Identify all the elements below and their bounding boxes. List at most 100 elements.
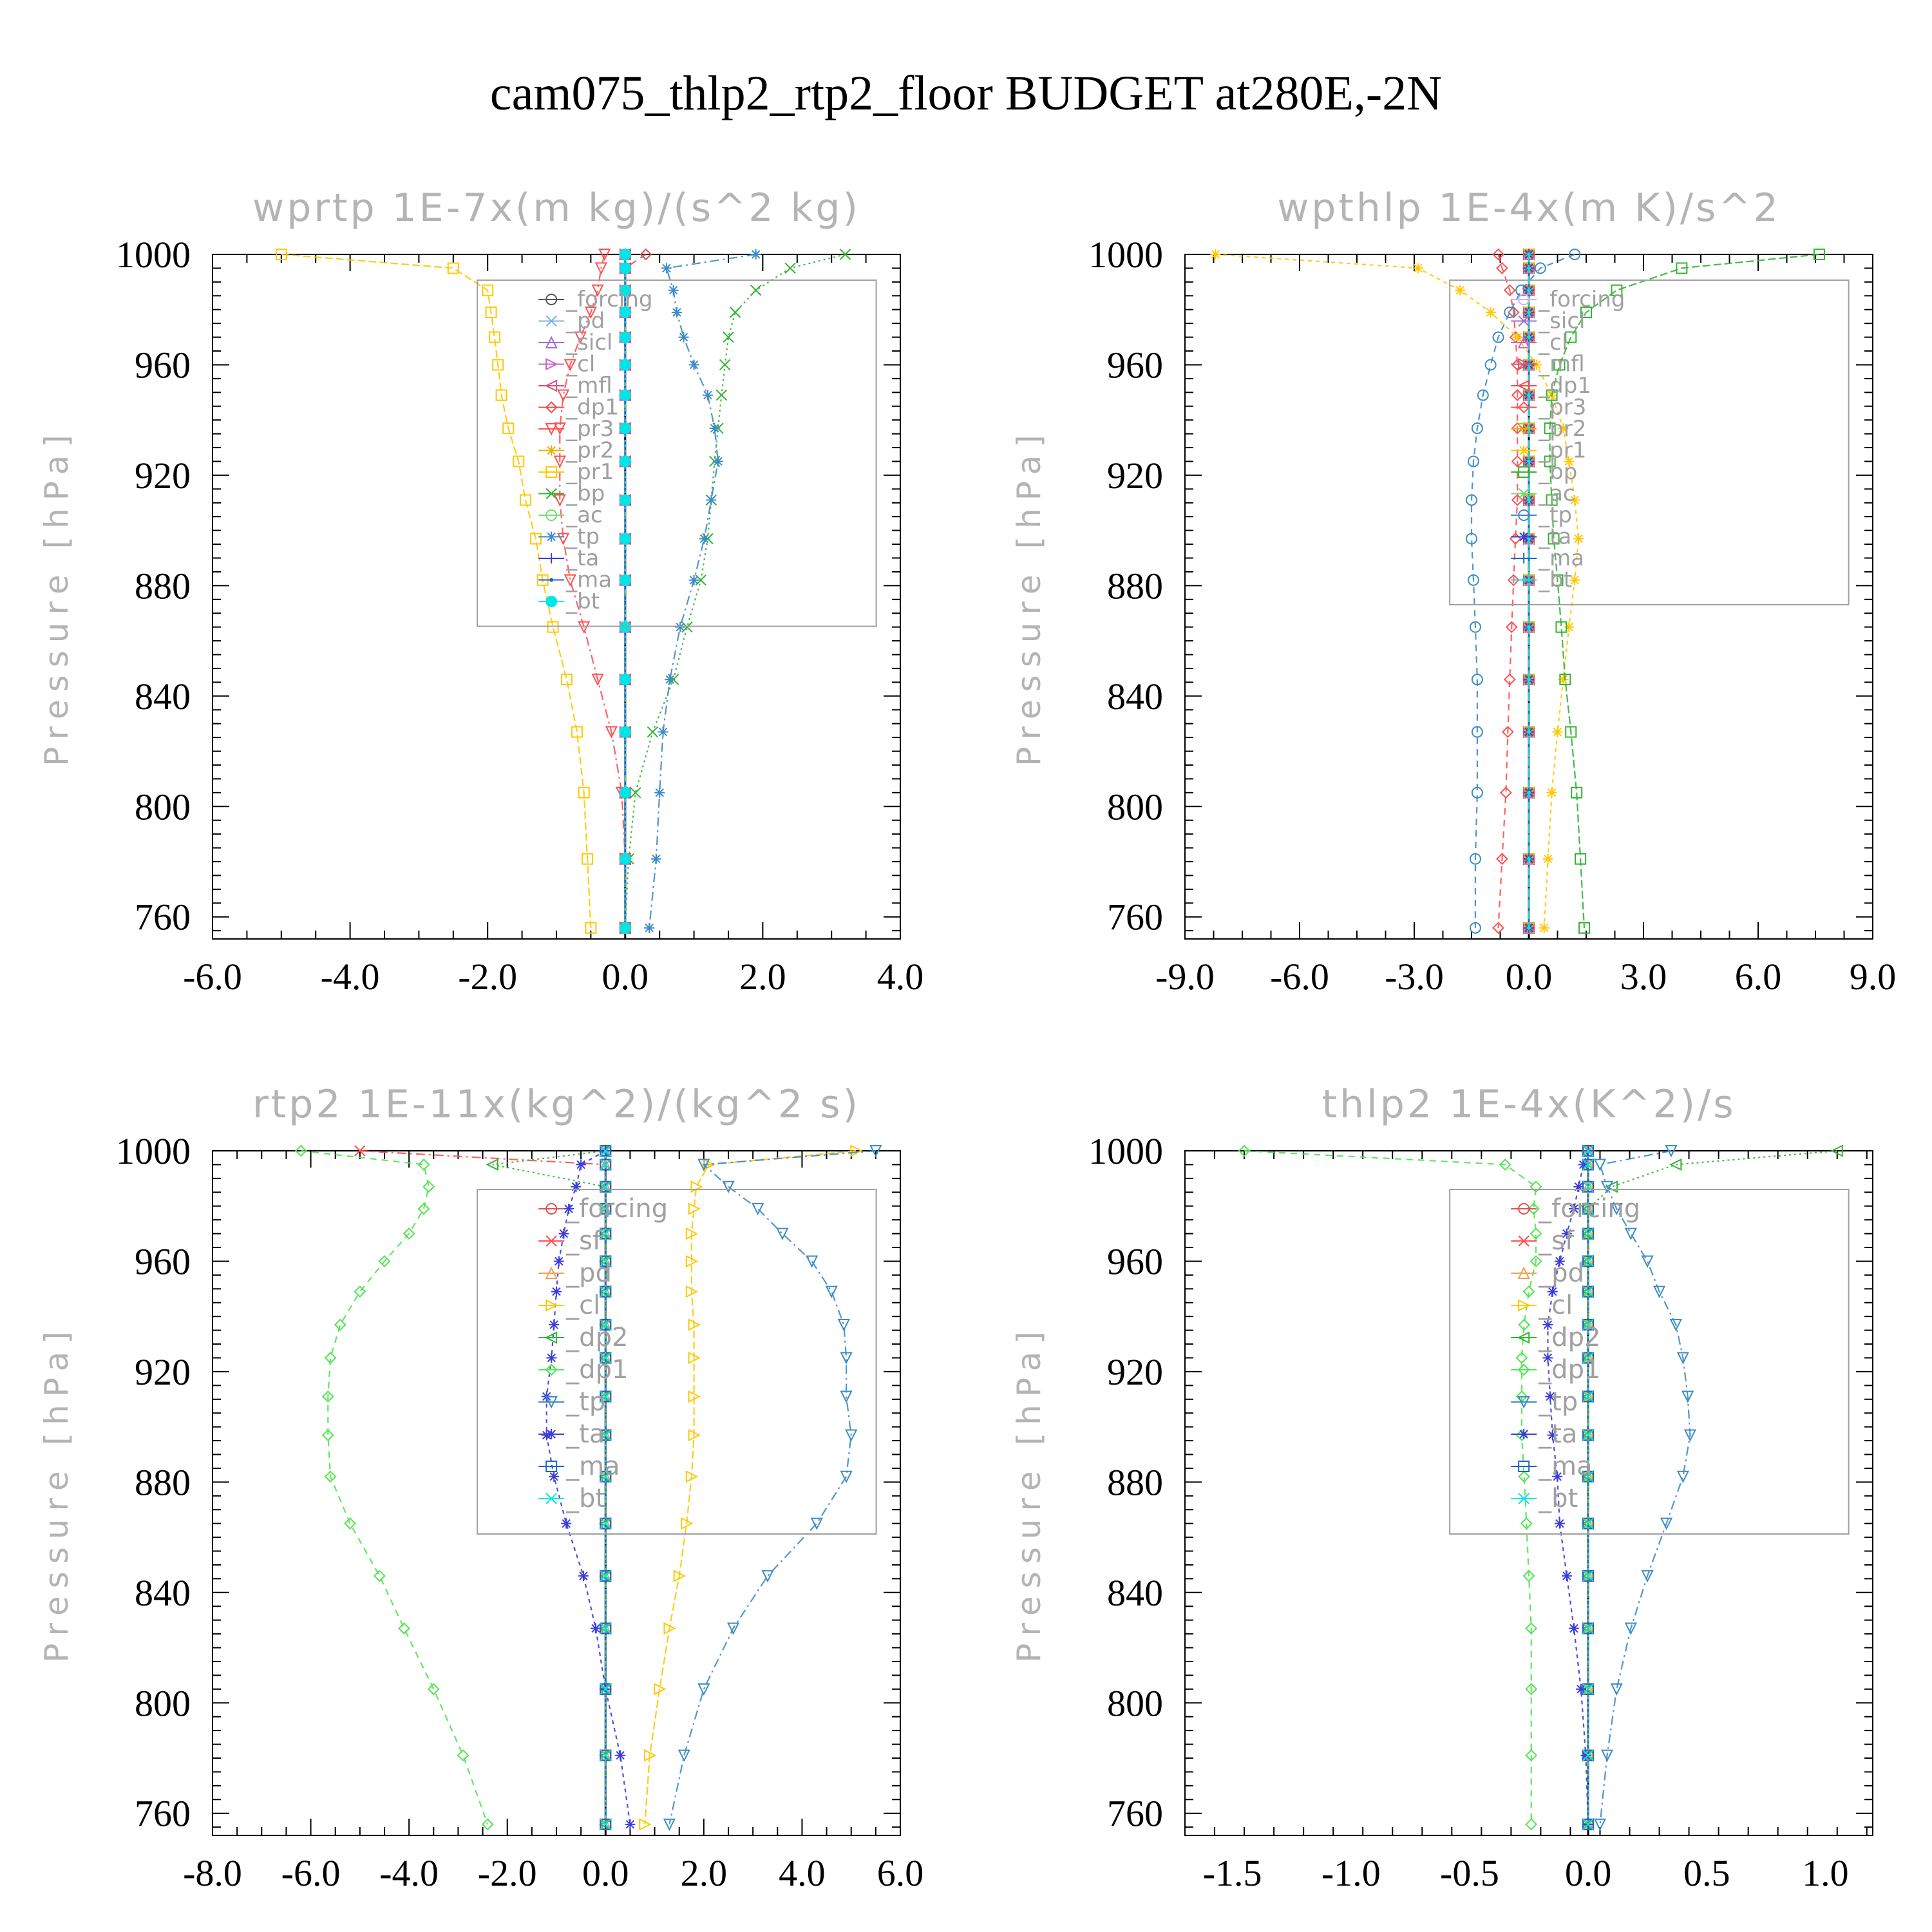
data-point: [513, 455, 525, 468]
x-tick-label: -6.0: [183, 956, 242, 998]
legend-label: _tp: [1538, 1387, 1578, 1417]
legend-marker: [1518, 488, 1530, 500]
x-tick-label: -2.0: [458, 956, 517, 998]
data-point: [1681, 1390, 1694, 1403]
data-point: [1467, 455, 1479, 468]
data-point: [1485, 307, 1496, 318]
legend-label: _ma: [1538, 545, 1584, 571]
data-point: [1624, 1227, 1637, 1240]
legend-label: _bt: [565, 589, 600, 614]
data-point: [600, 1570, 612, 1582]
legend-marker: [1517, 1266, 1530, 1279]
data-point: [1484, 359, 1497, 371]
y-tick-label: 880: [1107, 565, 1163, 607]
data-point: [553, 494, 566, 507]
data-point: [447, 262, 459, 274]
x-tick-label: 0.0: [1565, 1852, 1612, 1894]
data-point: [619, 494, 631, 506]
data-point: [1552, 726, 1563, 737]
data-point: [1548, 533, 1560, 545]
data-point: [1512, 332, 1523, 343]
data-point: [1573, 533, 1584, 544]
data-point: [1492, 922, 1504, 934]
data-point: [727, 1622, 740, 1635]
legend-label: _bt: [1538, 567, 1572, 593]
data-point: [1504, 307, 1516, 319]
data-point: [1527, 730, 1531, 734]
x-tick-label: -1.5: [1203, 1852, 1262, 1894]
series-line: [1215, 253, 1580, 928]
data-point: [1582, 1390, 1595, 1403]
data-point: [840, 1390, 853, 1403]
data-point: [1552, 1471, 1563, 1482]
data-point: [685, 1227, 699, 1240]
y-tick-label: 1000: [1088, 1130, 1163, 1172]
y-tick-label: 960: [135, 344, 191, 386]
legend-label: _sicl: [565, 330, 612, 355]
legend-marker: [1517, 336, 1530, 348]
data-point: [719, 359, 731, 371]
data-point: [561, 1518, 572, 1529]
data-point: [1582, 1255, 1595, 1267]
data-point: [1492, 248, 1504, 261]
data-point: [722, 1180, 735, 1193]
chart-panel: rtp2 1E-11x(kg^2)/(kg^2 s) Pressure [hPa]…: [38, 1082, 923, 1894]
data-point: [619, 262, 631, 274]
data-point: [1582, 1683, 1595, 1695]
data-point: [688, 1428, 701, 1442]
data-point: [619, 422, 631, 435]
data-point: [1624, 1622, 1637, 1635]
legend-marker: [545, 357, 558, 371]
series-tp: [1593, 1145, 1697, 1832]
data-point: [688, 359, 699, 370]
x-tick-label: -2.0: [478, 1852, 537, 1894]
legend-label: _bt: [565, 1484, 605, 1513]
legend-marker: [1518, 509, 1530, 521]
data-point: [706, 495, 717, 506]
data-point: [605, 726, 618, 739]
data-point: [1573, 1181, 1584, 1192]
y-tick-label: 920: [135, 455, 191, 497]
data-point: [663, 1818, 676, 1832]
legend-marker: [546, 553, 557, 564]
series-pr1: [275, 249, 597, 934]
x-tick-label: 0.0: [582, 1852, 629, 1894]
x-tick-label: -1.0: [1321, 1852, 1381, 1894]
data-point: [1525, 1683, 1538, 1696]
data-point: [1511, 422, 1524, 435]
data-point: [324, 1470, 337, 1483]
chart-panel: wpthlp 1E-4x(m K)/s^2 Pressure [hPa] 760 80…: [1010, 185, 1896, 998]
data-point: [1593, 1159, 1607, 1171]
data-point: [619, 674, 631, 686]
data-point: [571, 726, 583, 738]
data-point: [1600, 1749, 1614, 1762]
data-point: [402, 1227, 415, 1240]
data-point: [600, 1255, 611, 1267]
legend-marker: [544, 1331, 558, 1344]
data-point: [275, 249, 287, 260]
data-point: [1511, 455, 1524, 468]
data-point: [647, 726, 659, 738]
y-tick-label: 760: [135, 896, 191, 938]
data-point: [1503, 284, 1516, 297]
data-point: [324, 1352, 337, 1364]
data-point: [549, 1320, 560, 1331]
legend-marker: [1517, 423, 1530, 436]
data-point: [1554, 1518, 1565, 1529]
y-tick-label: 800: [135, 786, 191, 828]
data-point: [619, 853, 631, 865]
x-tick-label: -6.0: [281, 1852, 341, 1894]
data-point: [643, 1749, 657, 1762]
data-point: [481, 1818, 494, 1831]
data-point: [675, 621, 686, 632]
data-point: [1565, 726, 1577, 738]
series-bt: [1527, 252, 1531, 930]
data-point: [639, 248, 652, 261]
data-point: [712, 456, 723, 467]
data-point: [1600, 1180, 1614, 1193]
data-point: [1555, 621, 1567, 633]
data-point: [1471, 422, 1483, 435]
data-point: [373, 1569, 386, 1582]
y-tick-label: 920: [1107, 1351, 1163, 1393]
legend-box: [1449, 279, 1850, 605]
